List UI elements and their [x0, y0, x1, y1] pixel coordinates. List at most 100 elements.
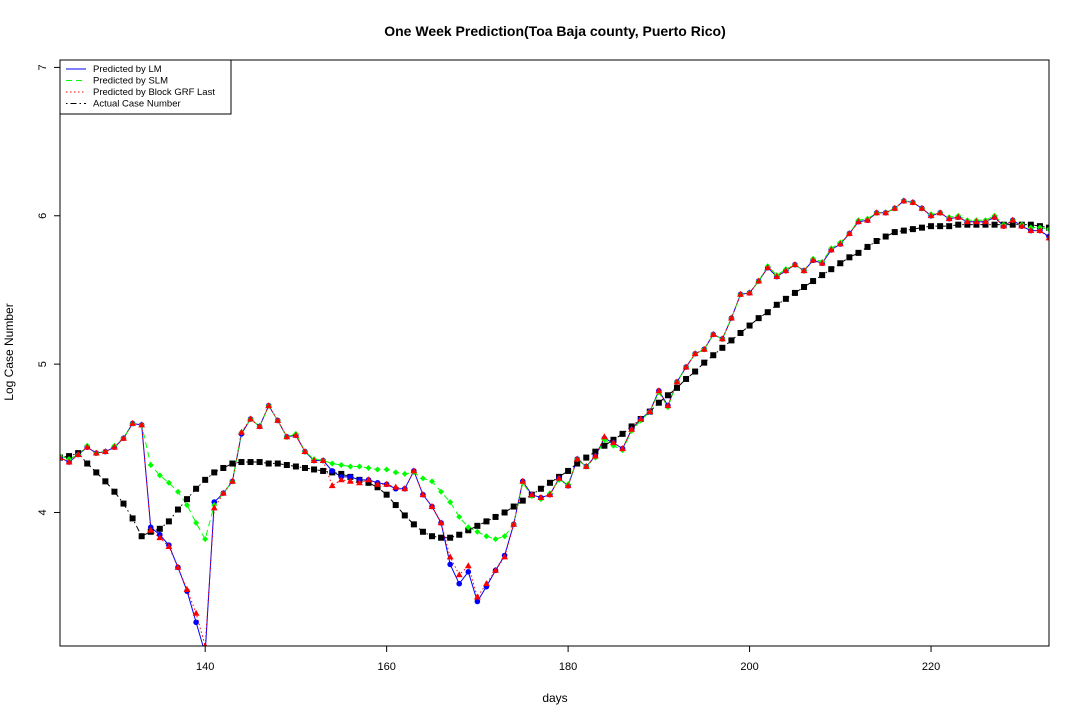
chart-title: One Week Prediction(Toa Baja county, Pue… [384, 23, 726, 39]
data-point [156, 472, 163, 479]
data-point [655, 387, 663, 394]
data-point [464, 562, 472, 569]
data-point [428, 502, 436, 509]
data-point [283, 462, 290, 469]
data-point [664, 392, 671, 399]
data-point [610, 439, 617, 446]
series-line-1 [60, 200, 1049, 541]
legend-label-1: Predicted by SLM [93, 76, 168, 87]
data-point [837, 260, 844, 267]
y-axis-label: Log Case Number [2, 303, 16, 400]
data-point [936, 209, 944, 216]
data-point [347, 474, 354, 480]
x-tick-label: 160 [377, 661, 395, 673]
data-point [437, 519, 445, 526]
data-point [474, 598, 481, 605]
data-point [782, 267, 790, 274]
data-point [274, 460, 281, 467]
data-point [274, 416, 282, 423]
data-point [365, 479, 372, 486]
data-point [120, 500, 127, 507]
data-point [356, 463, 363, 470]
data-point [891, 204, 899, 211]
data-point [546, 491, 554, 498]
data-point [583, 454, 590, 461]
data-point [193, 519, 200, 526]
data-point [818, 259, 826, 266]
data-point [455, 571, 463, 578]
data-point [184, 502, 191, 509]
data-point [311, 466, 318, 473]
x-axis: 140 160 180 200 220 [196, 646, 940, 673]
data-point [918, 224, 925, 231]
data-point [483, 580, 490, 587]
data-point [74, 451, 82, 458]
data-point [265, 460, 272, 467]
data-point [383, 480, 391, 487]
data-point [809, 256, 817, 263]
data-point [855, 249, 862, 256]
data-point [220, 464, 227, 471]
data-point [465, 569, 472, 575]
data-point [1027, 227, 1035, 234]
plot-area [60, 197, 1049, 646]
data-point [383, 491, 390, 498]
data-point [401, 470, 408, 477]
data-point [229, 460, 236, 467]
data-point [429, 478, 436, 485]
data-point [574, 460, 581, 467]
data-point [111, 488, 118, 495]
data-point [519, 497, 526, 504]
data-point [83, 443, 91, 450]
data-point [700, 345, 708, 352]
data-point [328, 482, 336, 489]
data-point [718, 335, 726, 342]
data-point [582, 462, 590, 469]
data-point [909, 198, 917, 205]
data-point [156, 534, 164, 541]
data-point [120, 434, 127, 441]
data-point [701, 359, 708, 366]
data-point [501, 553, 508, 560]
data-point [664, 402, 672, 409]
data-point [882, 233, 889, 240]
data-point [845, 229, 853, 236]
data-point [873, 209, 881, 216]
x-axis-label: days [542, 691, 567, 705]
data-point [474, 528, 481, 535]
data-point [692, 368, 699, 375]
plot-frame [59, 59, 1050, 647]
data-point [165, 543, 173, 550]
data-point [392, 483, 400, 490]
data-point [347, 463, 354, 470]
data-point [419, 491, 427, 498]
data-point [846, 254, 853, 261]
data-point [1000, 222, 1008, 229]
data-point [473, 593, 481, 600]
data-point [447, 561, 453, 568]
data-point [256, 422, 264, 429]
data-point [619, 430, 626, 437]
data-point [492, 513, 499, 520]
data-point [447, 499, 454, 506]
data-point [483, 518, 490, 525]
data-point [1018, 222, 1026, 229]
data-point [801, 283, 808, 290]
data-point [474, 522, 481, 529]
data-point [147, 526, 155, 533]
data-point [927, 212, 935, 219]
data-point [900, 197, 908, 204]
data-point [193, 619, 199, 626]
data-point [728, 314, 735, 321]
data-point [619, 445, 626, 452]
data-point [964, 221, 971, 228]
data-point [1009, 216, 1017, 223]
data-point [193, 485, 200, 492]
data-point [546, 479, 553, 486]
y-tick-label: 4 [37, 509, 49, 515]
data-point [483, 533, 490, 540]
data-point [628, 425, 636, 432]
data-point [410, 467, 418, 474]
data-point [982, 218, 989, 225]
